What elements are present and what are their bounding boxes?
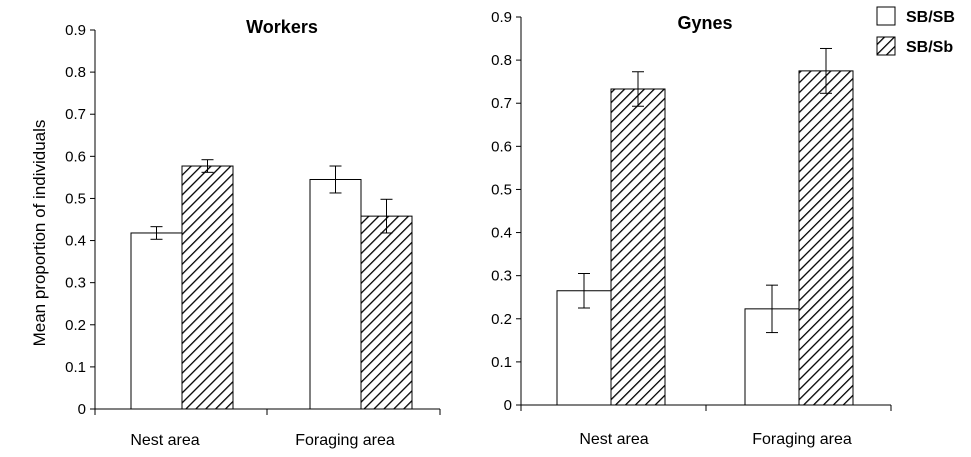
legend-swatch-sbsb-hatched xyxy=(876,36,896,56)
y-tick-label: 0.5 xyxy=(65,190,86,207)
y-tick-label: 0 xyxy=(504,397,512,414)
bar-sbsb-hatched xyxy=(798,70,854,406)
y-tick-label: 0.9 xyxy=(65,22,86,39)
error-bar xyxy=(766,284,778,334)
y-tick-label: 0.7 xyxy=(65,106,86,123)
y-tick-label: 0.7 xyxy=(491,95,512,112)
error-bar xyxy=(329,165,342,194)
y-tick-label: 0.1 xyxy=(65,359,86,376)
bar-sbsb xyxy=(309,178,362,410)
legend-label-sbsb-lower: SB/Sb xyxy=(906,39,953,56)
error-bar xyxy=(632,71,644,107)
y-tick-label: 0.8 xyxy=(65,64,86,81)
error-bar xyxy=(578,273,590,309)
y-tick-label: 0.8 xyxy=(491,52,512,69)
x-tick-label: Foraging area xyxy=(752,431,852,448)
y-tick-label: 0.3 xyxy=(65,275,86,292)
y-tick-label: 0.2 xyxy=(491,311,512,328)
legend-swatch-sbsb xyxy=(876,6,896,26)
error-bar xyxy=(150,226,163,240)
y-tick-label: 0 xyxy=(78,401,86,418)
legend: SB/SB SB/Sb xyxy=(876,6,955,56)
y-tick-label: 0.6 xyxy=(491,138,512,155)
x-tick-label: Nest area xyxy=(579,431,648,448)
y-tick-label: 0.4 xyxy=(65,233,86,250)
bar-sbsb-hatched xyxy=(360,215,413,410)
bar-sbsb xyxy=(130,232,183,410)
panel-title-workers: Workers xyxy=(246,17,318,37)
bar-sbsb-hatched xyxy=(181,165,234,410)
y-axis-label: Mean proportion of individuals xyxy=(30,120,49,347)
workers-panel: 0 0.1 0.2 0.3 0.4 0.5 0.6 0.7 0.8 0.9 Nest area For… xyxy=(65,22,441,449)
error-bar xyxy=(201,159,214,173)
y-tick-label: 0.9 xyxy=(491,9,512,26)
y-tick-label: 0.3 xyxy=(491,268,512,285)
gynes-panel: 0 0.1 0.2 0.3 0.4 0.5 0.6 0.7 0.8 0.9 Nest area For… xyxy=(491,9,892,448)
y-tick-label: 0.2 xyxy=(65,317,86,334)
legend-label-sbsb: SB/SB xyxy=(906,9,955,26)
bar-sbsb-hatched xyxy=(610,88,666,406)
y-tick-label: 0.5 xyxy=(491,181,512,198)
y-tick-label: 0.6 xyxy=(65,148,86,165)
y-tick-label: 0.4 xyxy=(491,225,512,242)
error-bar xyxy=(820,47,832,94)
x-tick-label: Nest area xyxy=(130,432,199,449)
y-tick-label: 0.1 xyxy=(491,354,512,371)
panel-title-gynes: Gynes xyxy=(677,13,732,33)
error-bar xyxy=(380,198,393,234)
x-tick-label: Foraging area xyxy=(295,432,395,449)
